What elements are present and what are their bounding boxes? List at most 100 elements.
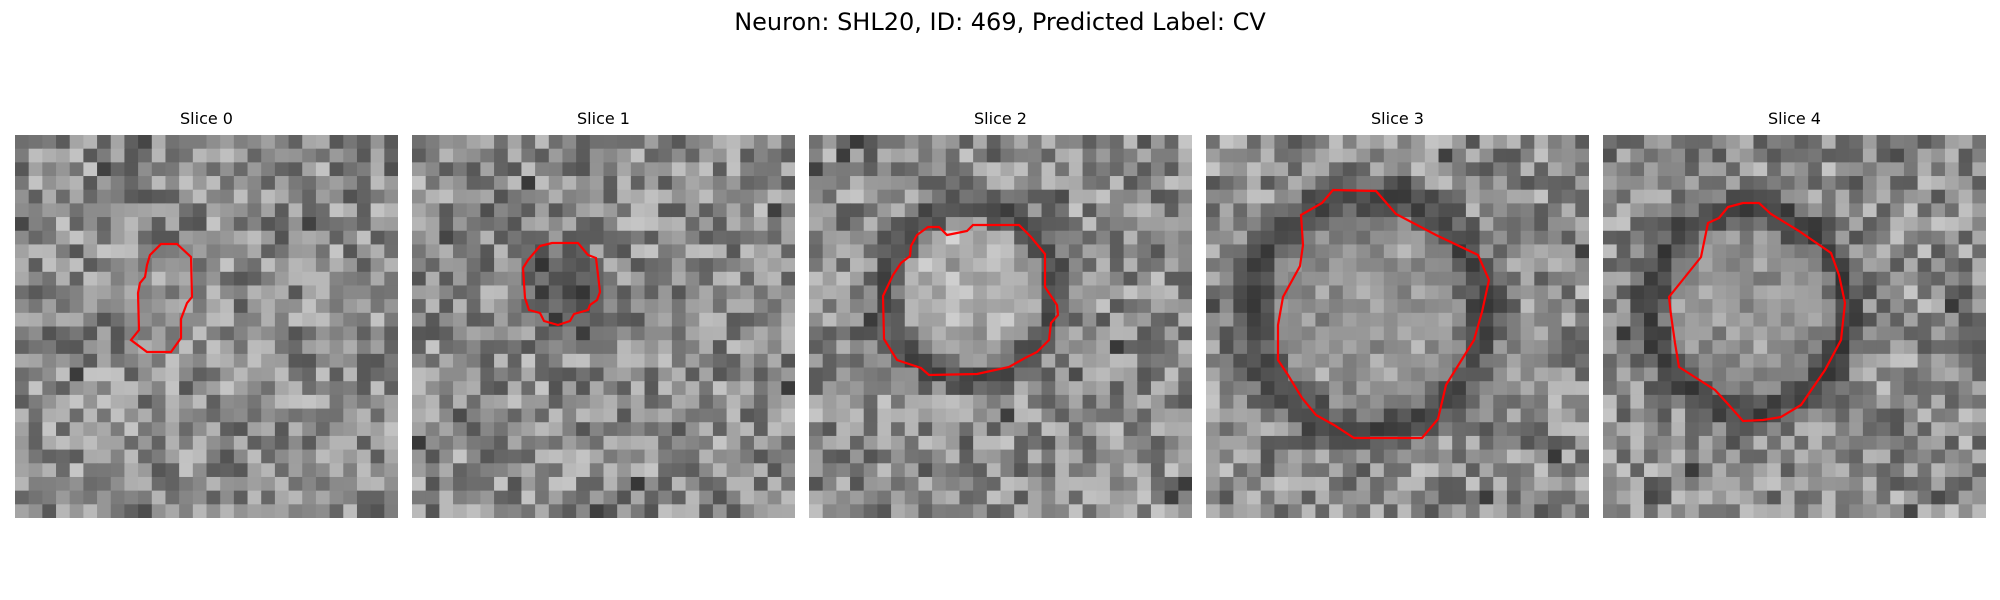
pixel	[1068, 271, 1084, 287]
pixel	[453, 271, 468, 287]
pixel	[412, 203, 427, 218]
pixel	[740, 162, 755, 177]
pixel	[1739, 285, 1755, 300]
pixel	[1096, 326, 1111, 341]
pixel	[726, 367, 741, 382]
pixel	[1561, 299, 1576, 314]
pixel	[56, 353, 71, 369]
pixel	[1808, 463, 1823, 478]
pixel	[1150, 244, 1166, 259]
pixel	[288, 381, 303, 396]
pixel	[1082, 340, 1097, 355]
pixel	[918, 504, 933, 518]
pixel	[1890, 326, 1905, 341]
pixel	[1712, 271, 1727, 287]
pixel	[1452, 258, 1467, 273]
pixel	[343, 340, 358, 355]
pixel	[1288, 422, 1303, 437]
pixel	[1315, 148, 1330, 163]
pixel	[1438, 244, 1453, 259]
pixel	[1370, 312, 1385, 328]
pixel	[850, 463, 865, 478]
pixel	[1452, 135, 1467, 150]
pixel	[1603, 353, 1618, 369]
pixel	[1014, 230, 1029, 246]
pixel	[1397, 189, 1412, 204]
pixel	[1698, 299, 1714, 314]
pixel	[1123, 367, 1138, 382]
pixel	[973, 135, 988, 150]
pixel	[603, 176, 618, 191]
pixel	[97, 271, 112, 287]
pixel	[220, 176, 235, 191]
pixel	[302, 367, 317, 382]
pixel	[1082, 463, 1097, 478]
pixel	[315, 244, 331, 259]
pixel	[1890, 435, 1905, 451]
pixel	[1055, 217, 1070, 232]
pixel	[945, 271, 961, 287]
pixel	[1808, 476, 1823, 492]
pixel	[220, 476, 235, 492]
pixel	[1767, 490, 1782, 505]
pixel	[1903, 449, 1919, 464]
pixel	[1370, 162, 1385, 177]
pixel	[439, 449, 454, 464]
pixel	[1849, 312, 1864, 328]
pixel	[1534, 463, 1549, 478]
pixel	[1041, 189, 1056, 204]
pixel	[548, 230, 564, 246]
pixel	[603, 463, 618, 478]
pixel	[1739, 367, 1755, 382]
pixel	[1260, 340, 1275, 355]
pixel	[699, 244, 714, 259]
pixel	[576, 203, 591, 218]
pixel	[1411, 449, 1426, 464]
pixel	[1383, 312, 1399, 328]
pixel	[1206, 435, 1221, 451]
pixel	[1055, 394, 1070, 410]
pixel	[138, 326, 153, 341]
pixel	[1397, 504, 1412, 518]
pixel	[1890, 176, 1905, 191]
pixel	[1137, 381, 1152, 396]
pixel	[1342, 449, 1358, 464]
pixel	[1055, 258, 1070, 273]
pixel	[1917, 217, 1932, 232]
pixel	[1260, 422, 1275, 437]
pixel	[42, 353, 57, 369]
pixel	[288, 463, 303, 478]
pixel	[1452, 476, 1467, 492]
pixel	[548, 326, 564, 341]
pixel	[1301, 271, 1317, 287]
pixel	[959, 326, 974, 341]
pixel	[589, 217, 605, 232]
pixel	[1808, 176, 1823, 191]
pixel	[453, 299, 468, 314]
pixel	[384, 244, 398, 259]
pixel	[42, 230, 57, 246]
pixel	[548, 394, 564, 410]
pixel	[1233, 340, 1248, 355]
pixel	[220, 135, 235, 150]
pixel	[1753, 367, 1768, 382]
pixel	[138, 463, 153, 478]
pixel	[1342, 148, 1358, 163]
pixel	[671, 271, 687, 287]
pixel	[1370, 422, 1385, 437]
pixel	[1726, 435, 1741, 451]
pixel	[1794, 176, 1809, 191]
pixel	[1575, 312, 1589, 328]
pixel	[1821, 381, 1837, 396]
pixel	[918, 299, 933, 314]
pixel	[1055, 285, 1070, 300]
pixel	[1726, 394, 1741, 410]
pixel	[274, 340, 290, 355]
pixel	[97, 217, 112, 232]
pixel	[179, 148, 194, 163]
pixel	[15, 299, 30, 314]
pixel	[658, 271, 673, 287]
pixel	[562, 230, 577, 246]
pixel	[1767, 367, 1782, 382]
pixel	[1096, 230, 1111, 246]
